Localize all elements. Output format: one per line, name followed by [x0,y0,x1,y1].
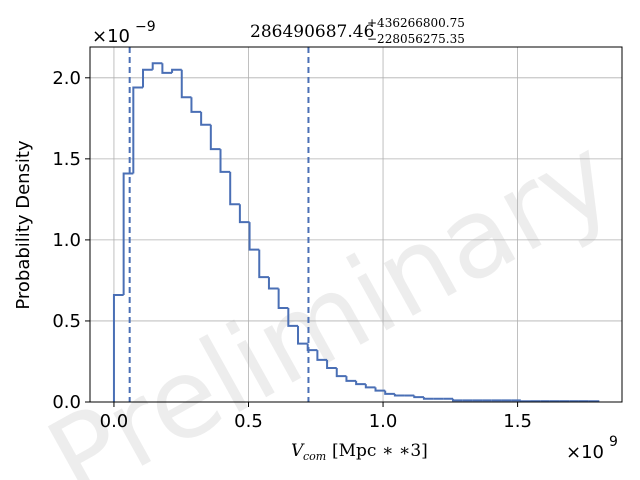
plot-frame [89,46,623,403]
y-tick-label: 0.0 [52,392,81,413]
y-offset-exponent: −9 [135,19,156,35]
histogram-bin [180,69,192,99]
x-tick-label: 0.0 [100,411,129,432]
histogram-bin [326,359,337,369]
histogram-bin [142,68,153,88]
y-offset-base: ×10 [92,26,130,47]
histogram-bin [209,124,221,151]
histogram-bin [112,294,124,402]
histogram-bin [297,325,308,345]
histogram-bin [384,390,395,395]
x-label-subscript: com [303,450,326,463]
x-label-symbol: V [291,441,305,461]
histogram-bin [413,395,424,399]
histogram-bin [316,350,328,361]
y-tick-label: 2.0 [52,68,81,89]
histogram-bin [277,288,289,309]
title-upper: +436266800.75 [367,16,465,30]
x-offset-exponent: 9 [609,434,618,450]
histogram-bin [171,68,182,73]
histogram-bin [452,398,463,402]
histogram-bin [422,397,434,400]
y-axis-label: Probability Density [13,140,34,310]
histogram-bin [267,277,279,290]
histogram-bin [238,204,250,224]
x-tick-label: 1.5 [503,411,532,432]
histogram-bin [374,387,386,392]
histogram-bin [345,376,357,382]
title-lower: −228056275.35 [367,32,465,46]
histogram-bin [200,111,211,126]
y-tick-label: 1.0 [52,230,81,251]
histogram-bin [335,367,347,378]
histogram-bin [393,393,405,397]
histogram-bin [229,171,240,206]
histogram-bin [364,384,376,389]
x-offset-base: ×10 [566,442,604,463]
histogram-bin [132,86,144,174]
histogram-bin [151,62,163,70]
histogram-bin [287,307,299,327]
histogram-bin [122,172,134,296]
histogram-bin [519,400,531,403]
histogram-bin [248,222,260,251]
title-value: 286490687.46 [250,22,374,42]
y-tick-label: 1.5 [52,149,81,170]
histogram-bin [190,97,202,113]
x-tick-label: 0.5 [234,411,263,432]
histogram-bin [355,380,366,386]
x-label-unit: [Mpc ∗ ∗3] [332,441,428,461]
histogram-bin [219,149,231,173]
histogram-bin [258,249,269,279]
x-tick-label: 1.0 [369,411,398,432]
y-tick-label: 0.5 [52,311,81,332]
histogram-bin [161,63,173,74]
